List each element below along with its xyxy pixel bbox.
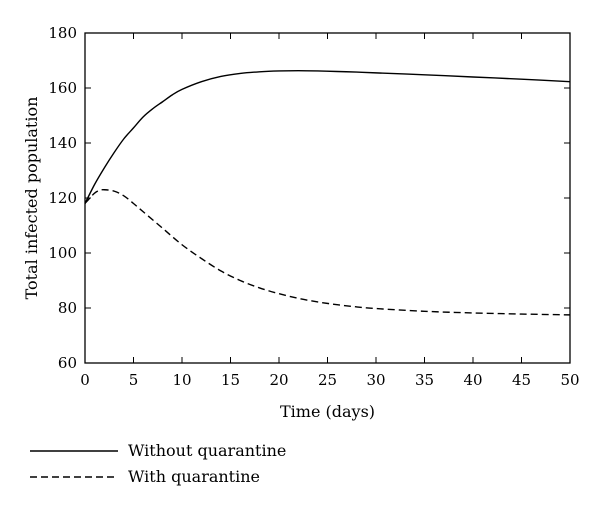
x-tick-label: 25 [318, 371, 337, 389]
plot-area-frame [84, 32, 571, 364]
x-tick-label: 50 [560, 371, 579, 389]
x-tick-label: 35 [415, 371, 434, 389]
x-tick-label: 5 [129, 371, 139, 389]
legend: Without quarantine With quarantine [30, 441, 286, 486]
x-tick-label: 40 [463, 371, 482, 389]
y-tick-label: 160 [48, 79, 77, 97]
legend-label: Without quarantine [128, 441, 286, 460]
y-tick-label: 60 [58, 354, 77, 372]
legend-label: With quarantine [128, 467, 260, 486]
x-tick-label: 10 [172, 371, 191, 389]
y-tick-label: 100 [48, 244, 77, 262]
x-tick-label: 15 [221, 371, 240, 389]
x-tick-label: 45 [512, 371, 531, 389]
y-axis-label: Total infected population [22, 97, 41, 300]
x-tick-label: 20 [269, 371, 288, 389]
y-tick-label: 140 [48, 134, 77, 152]
y-tick-label: 180 [48, 24, 77, 42]
series-line-without-quarantine [84, 69, 571, 204]
y-tick-label: 80 [58, 299, 77, 317]
series-line-with-quarantine [84, 188, 571, 316]
x-tick-label: 30 [366, 371, 385, 389]
x-axis-label: Time (days) [280, 402, 375, 421]
x-tick-label: 0 [80, 371, 90, 389]
y-tick-label: 120 [48, 189, 77, 207]
